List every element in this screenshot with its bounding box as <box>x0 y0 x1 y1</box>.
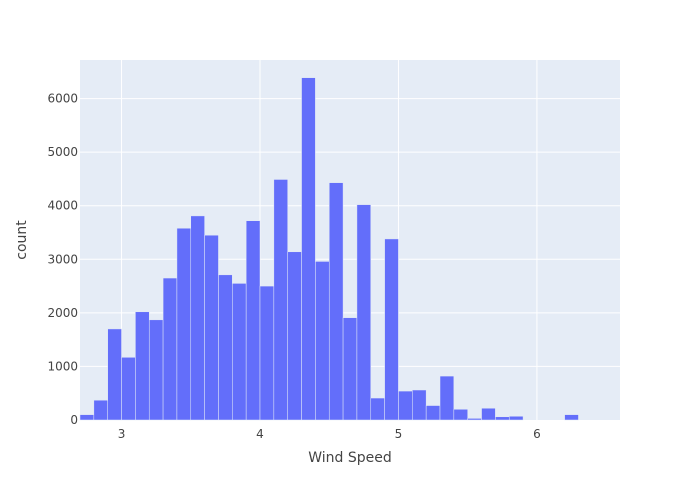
histogram-bar[interactable] <box>232 283 247 421</box>
histogram-bar[interactable] <box>439 375 455 421</box>
x-tick-label: 3 <box>118 427 126 441</box>
histogram-bar[interactable] <box>148 319 164 421</box>
histogram-bar[interactable] <box>273 179 288 421</box>
histogram-bar[interactable] <box>356 204 372 421</box>
y-tick-label: 5000 <box>47 145 78 159</box>
y-tick-label: 0 <box>70 413 78 427</box>
histogram-bar[interactable] <box>328 182 344 421</box>
histogram-bar[interactable] <box>384 238 399 421</box>
y-tick-label: 1000 <box>47 359 78 373</box>
histogram-bar[interactable] <box>564 414 579 421</box>
histogram-bar[interactable] <box>370 397 385 421</box>
histogram-bar[interactable] <box>135 311 150 421</box>
y-tick-label: 2000 <box>47 306 78 320</box>
histogram-bar[interactable] <box>412 389 427 421</box>
histogram-bar[interactable] <box>342 317 358 421</box>
grid-layer <box>80 60 620 420</box>
x-axis-title: Wind Speed <box>308 450 392 466</box>
bars-layer <box>79 77 579 421</box>
histogram-bar[interactable] <box>93 399 108 421</box>
histogram-bar[interactable] <box>121 357 136 421</box>
histogram-bar[interactable] <box>481 407 496 421</box>
histogram-bar[interactable] <box>162 277 178 421</box>
x-tick-label: 5 <box>395 427 403 441</box>
histogram-bar[interactable] <box>301 77 316 421</box>
histogram-bar[interactable] <box>315 261 330 421</box>
histogram-bar[interactable] <box>398 390 413 421</box>
y-tick-label: 4000 <box>47 199 78 213</box>
histogram-bar[interactable] <box>467 418 482 421</box>
histogram-bar[interactable] <box>453 409 468 421</box>
histogram-bar[interactable] <box>79 414 95 421</box>
histogram-bar[interactable] <box>259 285 275 421</box>
y-tick-label: 3000 <box>47 252 78 266</box>
y-axis-title: count <box>14 220 30 260</box>
x-axis-ticks: 3 4 5 6 <box>118 427 541 441</box>
histogram-bar[interactable] <box>176 227 192 421</box>
histogram-bar[interactable] <box>204 234 219 421</box>
histogram-bar[interactable] <box>218 274 233 421</box>
histogram-bar[interactable] <box>495 416 510 421</box>
histogram-bar[interactable] <box>287 251 302 421</box>
y-axis-ticks: 0 1000 2000 3000 4000 5000 6000 <box>47 92 78 427</box>
x-tick-label: 6 <box>533 427 541 441</box>
histogram-bar[interactable] <box>107 328 122 421</box>
x-tick-label: 4 <box>256 427 264 441</box>
histogram-bar[interactable] <box>245 220 261 421</box>
histogram-bar[interactable] <box>508 416 524 421</box>
histogram-bar[interactable] <box>425 405 441 421</box>
histogram-bar[interactable] <box>190 215 205 421</box>
y-tick-label: 6000 <box>47 92 78 106</box>
